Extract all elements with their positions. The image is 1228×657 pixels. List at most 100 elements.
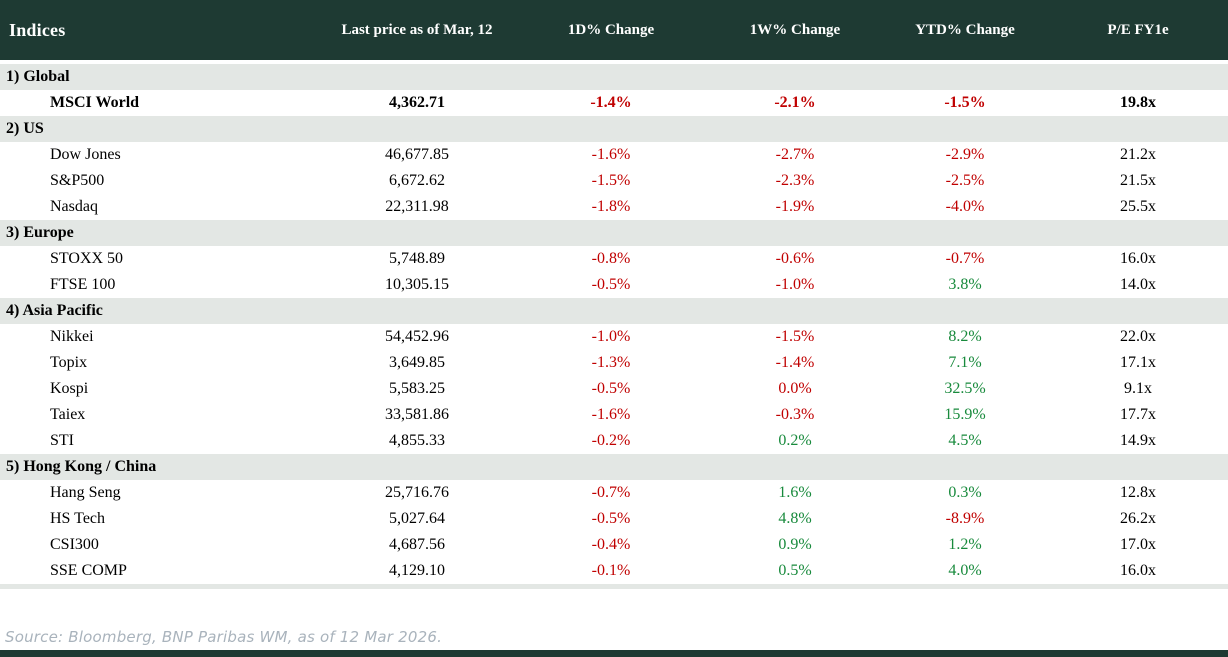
change-ytd: 4.0% — [882, 558, 1048, 584]
section-row: 4) Asia Pacific — [0, 298, 1228, 324]
index-name: Hang Seng — [0, 480, 320, 506]
last-price: 54,452.96 — [320, 324, 514, 350]
change-1w: 4.8% — [708, 506, 882, 532]
change-1d: -0.5% — [514, 376, 708, 402]
section-label: 2) US — [0, 116, 1228, 142]
index-row: Hang Seng 25,716.76 -0.7% 1.6% 0.3% 12.8x — [0, 480, 1228, 506]
change-1w: -1.5% — [708, 324, 882, 350]
change-1w: -1.0% — [708, 272, 882, 298]
index-row: STOXX 50 5,748.89 -0.8% -0.6% -0.7% 16.0x — [0, 246, 1228, 272]
pe-fy1e: 21.2x — [1048, 142, 1228, 168]
change-1d: -1.8% — [514, 194, 708, 220]
index-name: Topix — [0, 350, 320, 376]
column-header-1d-change: 1D% Change — [514, 0, 708, 64]
last-price: 5,748.89 — [320, 246, 514, 272]
pe-fy1e: 17.1x — [1048, 350, 1228, 376]
section-row: 3) Europe — [0, 220, 1228, 246]
change-1d: -1.3% — [514, 350, 708, 376]
last-price: 3,649.85 — [320, 350, 514, 376]
change-ytd: -1.5% — [882, 90, 1048, 116]
last-price: 22,311.98 — [320, 194, 514, 220]
change-1w: -1.9% — [708, 194, 882, 220]
change-1w: 0.5% — [708, 558, 882, 584]
source-note: Source: Bloomberg, BNP Paribas WM, as of… — [5, 628, 443, 646]
index-row: Kospi 5,583.25 -0.5% 0.0% 32.5% 9.1x — [0, 376, 1228, 402]
change-1w: 0.0% — [708, 376, 882, 402]
change-ytd: 3.8% — [882, 272, 1048, 298]
change-1d: -1.6% — [514, 402, 708, 428]
change-ytd: 32.5% — [882, 376, 1048, 402]
last-price: 5,583.25 — [320, 376, 514, 402]
last-price: 25,716.76 — [320, 480, 514, 506]
column-header-last-price: Last price as of Mar, 12 — [320, 0, 514, 64]
change-1w: -1.4% — [708, 350, 882, 376]
change-ytd: 15.9% — [882, 402, 1048, 428]
indices-table: Indices Last price as of Mar, 12 1D% Cha… — [0, 0, 1228, 584]
last-price: 6,672.62 — [320, 168, 514, 194]
index-row: Nasdaq 22,311.98 -1.8% -1.9% -4.0% 25.5x — [0, 194, 1228, 220]
change-1d: -0.4% — [514, 532, 708, 558]
section-label: 4) Asia Pacific — [0, 298, 1228, 324]
table-bottom-rule — [0, 584, 1228, 589]
index-name: Nikkei — [0, 324, 320, 350]
pe-fy1e: 14.0x — [1048, 272, 1228, 298]
change-1d: -1.5% — [514, 168, 708, 194]
change-1d: -0.5% — [514, 506, 708, 532]
index-name: SSE COMP — [0, 558, 320, 584]
change-1w: 0.9% — [708, 532, 882, 558]
index-row: STI 4,855.33 -0.2% 0.2% 4.5% 14.9x — [0, 428, 1228, 454]
column-header-pe-fy1e: P/E FY1e — [1048, 0, 1228, 64]
index-name: MSCI World — [0, 90, 320, 116]
section-row: 1) Global — [0, 62, 1228, 90]
pe-fy1e: 26.2x — [1048, 506, 1228, 532]
index-name: Dow Jones — [0, 142, 320, 168]
index-name: HS Tech — [0, 506, 320, 532]
change-ytd: -2.9% — [882, 142, 1048, 168]
section-row: 2) US — [0, 116, 1228, 142]
change-ytd: -0.7% — [882, 246, 1048, 272]
change-1d: -1.6% — [514, 142, 708, 168]
last-price: 46,677.85 — [320, 142, 514, 168]
last-price: 4,855.33 — [320, 428, 514, 454]
index-name: S&P500 — [0, 168, 320, 194]
pe-fy1e: 25.5x — [1048, 194, 1228, 220]
last-price: 4,129.10 — [320, 558, 514, 584]
change-1d: -1.4% — [514, 90, 708, 116]
last-price: 4,362.71 — [320, 90, 514, 116]
change-1w: -0.3% — [708, 402, 882, 428]
pe-fy1e: 17.7x — [1048, 402, 1228, 428]
index-row: S&P500 6,672.62 -1.5% -2.3% -2.5% 21.5x — [0, 168, 1228, 194]
change-1d: -0.7% — [514, 480, 708, 506]
pe-fy1e: 17.0x — [1048, 532, 1228, 558]
change-1d: -0.5% — [514, 272, 708, 298]
index-name: STOXX 50 — [0, 246, 320, 272]
indices-table-body: 1) Global MSCI World 4,362.71 -1.4% -2.1% -1.… — [0, 62, 1228, 584]
footer-bar — [0, 650, 1228, 657]
index-name: Kospi — [0, 376, 320, 402]
pe-fy1e: 16.0x — [1048, 558, 1228, 584]
section-label: 3) Europe — [0, 220, 1228, 246]
pe-fy1e: 21.5x — [1048, 168, 1228, 194]
last-price: 4,687.56 — [320, 532, 514, 558]
table-header: Indices Last price as of Mar, 12 1D% Cha… — [0, 0, 1228, 64]
pe-fy1e: 16.0x — [1048, 246, 1228, 272]
last-price: 10,305.15 — [320, 272, 514, 298]
change-ytd: -4.0% — [882, 194, 1048, 220]
change-ytd: 4.5% — [882, 428, 1048, 454]
change-1w: -2.7% — [708, 142, 882, 168]
change-1d: -0.8% — [514, 246, 708, 272]
change-ytd: 8.2% — [882, 324, 1048, 350]
index-row: HS Tech 5,027.64 -0.5% 4.8% -8.9% 26.2x — [0, 506, 1228, 532]
pe-fy1e: 12.8x — [1048, 480, 1228, 506]
change-1w: 0.2% — [708, 428, 882, 454]
change-1w: 1.6% — [708, 480, 882, 506]
change-ytd: 7.1% — [882, 350, 1048, 376]
index-row: Dow Jones 46,677.85 -1.6% -2.7% -2.9% 21.2x — [0, 142, 1228, 168]
change-1d: -1.0% — [514, 324, 708, 350]
index-row: FTSE 100 10,305.15 -0.5% -1.0% 3.8% 14.0x — [0, 272, 1228, 298]
change-ytd: 0.3% — [882, 480, 1048, 506]
pe-fy1e: 19.8x — [1048, 90, 1228, 116]
change-1w: -0.6% — [708, 246, 882, 272]
pe-fy1e: 14.9x — [1048, 428, 1228, 454]
